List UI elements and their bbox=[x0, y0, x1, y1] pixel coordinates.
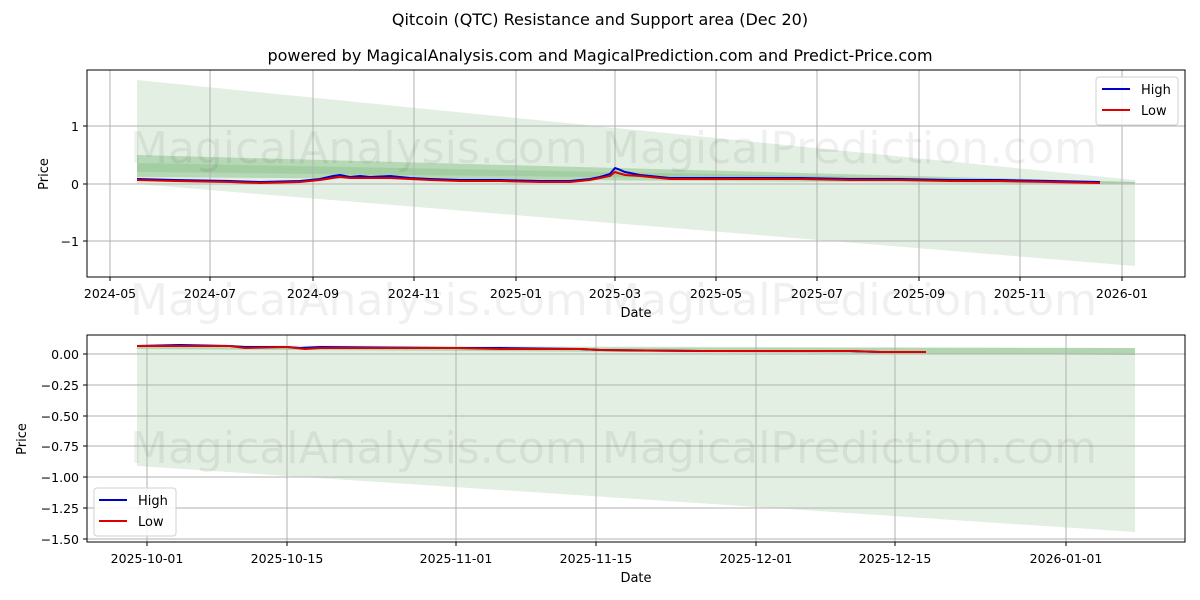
x-tick-label: 2024-11 bbox=[388, 286, 440, 301]
bottom-x-tick-labels: 2025-10-01 2025-10-15 2025-11-01 2025-11… bbox=[111, 551, 1103, 566]
x-tick-label: 2024-07 bbox=[184, 286, 236, 301]
top-x-axis-label: Date bbox=[620, 306, 651, 321]
x-tick-label: 2025-11 bbox=[994, 286, 1046, 301]
x-tick-label: 2024-09 bbox=[287, 286, 339, 301]
x-tick-label: 2025-11-15 bbox=[560, 551, 633, 566]
legend-high-label: High bbox=[138, 494, 168, 509]
y-tick-label: −1.25 bbox=[41, 501, 79, 516]
x-tick-label: 2025-12-15 bbox=[859, 551, 932, 566]
x-tick-label: 2025-10-01 bbox=[111, 551, 184, 566]
y-tick-label: −0.25 bbox=[41, 378, 79, 393]
y-tick-label: −0.50 bbox=[41, 409, 79, 424]
y-tick-label: −0.75 bbox=[41, 439, 79, 454]
x-tick-label: 2025-05 bbox=[690, 286, 742, 301]
y-tick-label: 0.00 bbox=[51, 347, 79, 362]
bottom-axes-frame bbox=[86, 334, 1186, 543]
bottom-outer-band bbox=[137, 345, 1135, 532]
x-tick-label: 2025-12-01 bbox=[720, 551, 793, 566]
top-ticks bbox=[83, 125, 1123, 281]
x-tick-label: 2026-01 bbox=[1096, 286, 1148, 301]
y-tick-label: −1.00 bbox=[41, 470, 79, 485]
bottom-plot: MagicalAnalysis.com MagicalPrediction.co… bbox=[15, 334, 1186, 586]
top-axes-frame bbox=[86, 69, 1186, 278]
y-tick-label: 0 bbox=[71, 177, 79, 192]
top-plot: MagicalAnalysis.com MagicalPrediction.co… bbox=[37, 69, 1186, 326]
x-tick-label: 2025-11-01 bbox=[420, 551, 493, 566]
y-tick-label: −1 bbox=[61, 234, 79, 249]
watermark-prediction: MagicalPrediction.com bbox=[602, 123, 1097, 174]
chart-subtitle: powered by MagicalAnalysis.com and Magic… bbox=[267, 46, 933, 65]
y-tick-label: 1 bbox=[71, 119, 79, 134]
bottom-y-tick-labels: 0.00 −0.25 −0.50 −0.75 −1.00 −1.25 −1.50 bbox=[41, 347, 79, 547]
chart-title: Qitcoin (QTC) Resistance and Support are… bbox=[391, 10, 809, 29]
x-tick-label: 2024-05 bbox=[84, 286, 136, 301]
bottom-ticks bbox=[83, 353, 1067, 546]
legend-low-label: Low bbox=[138, 515, 164, 530]
top-low-line bbox=[136, 170, 1101, 185]
bottom-x-axis-label: Date bbox=[620, 571, 651, 586]
top-y-axis-label: Price bbox=[37, 158, 52, 190]
bottom-legend: High Low bbox=[93, 487, 177, 537]
x-tick-label: 2025-07 bbox=[791, 286, 843, 301]
watermark-analysis-3: MagicalAnalysis.com bbox=[130, 423, 588, 474]
watermark-analysis: MagicalAnalysis.com bbox=[130, 123, 588, 174]
x-tick-label: 2025-03 bbox=[589, 286, 641, 301]
bottom-grid bbox=[87, 335, 1185, 542]
top-x-tick-labels: 2024-05 2024-07 2024-09 2024-11 2025-01 … bbox=[84, 286, 1148, 301]
legend-low-label: Low bbox=[1141, 104, 1167, 119]
x-tick-label: 2025-09 bbox=[893, 286, 945, 301]
top-legend: High Low bbox=[1095, 76, 1179, 126]
x-tick-label: 2026-01-01 bbox=[1030, 551, 1103, 566]
bottom-low-line bbox=[137, 345, 926, 353]
bottom-y-axis-label: Price bbox=[15, 423, 30, 455]
x-tick-label: 2025-01 bbox=[490, 286, 542, 301]
watermark-prediction-2: MagicalPrediction.com bbox=[602, 275, 1097, 326]
legend-high-label: High bbox=[1141, 83, 1171, 98]
top-inner-band-2 bbox=[137, 163, 1135, 183]
y-tick-label: −1.50 bbox=[41, 532, 79, 547]
top-y-tick-labels: 1 0 −1 bbox=[61, 119, 79, 249]
watermark-prediction-3: MagicalPrediction.com bbox=[602, 423, 1097, 474]
top-grid bbox=[87, 70, 1185, 277]
x-tick-label: 2025-10-15 bbox=[251, 551, 324, 566]
watermark-analysis-2: MagicalAnalysis.com bbox=[130, 275, 588, 326]
